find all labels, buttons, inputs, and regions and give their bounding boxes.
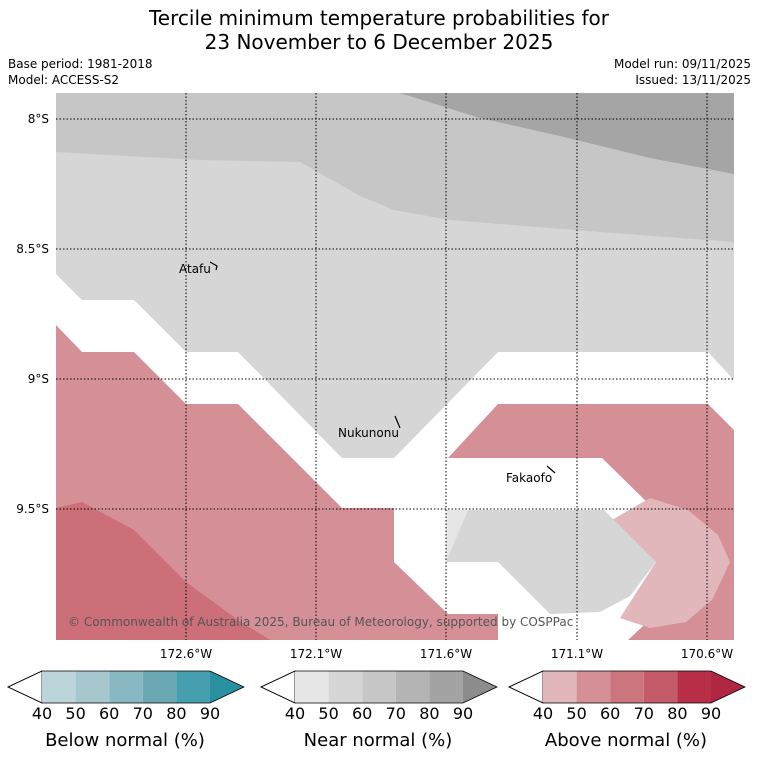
colorbar-segment bbox=[429, 671, 463, 703]
colorbar-outline bbox=[260, 670, 498, 704]
above-normal-region-50 bbox=[56, 325, 498, 640]
fakaofo-island bbox=[546, 465, 556, 474]
colorbar-segment bbox=[295, 671, 329, 703]
colorbar-segment bbox=[576, 671, 611, 703]
lon-label: 172.1°W bbox=[290, 647, 342, 661]
chart-title-line2: 23 November to 6 December 2025 bbox=[204, 30, 554, 54]
colorbar-tick-label: 50 bbox=[318, 704, 339, 723]
colorbar-tick-label: 50 bbox=[566, 704, 587, 723]
colorbar-tick-label: 60 bbox=[352, 704, 373, 723]
lat-label: 9°S bbox=[28, 372, 49, 386]
colorbar-tick-label: 40 bbox=[532, 704, 554, 723]
colorbar-tick-label: 70 bbox=[385, 704, 406, 723]
colorbar-tick-label: 70 bbox=[132, 704, 153, 723]
colorbar-segment bbox=[109, 671, 143, 703]
colorbar-above bbox=[508, 670, 746, 704]
colorbar-max-extension bbox=[711, 671, 745, 703]
above-normal-region-east bbox=[448, 404, 734, 640]
colorbar-tick-label: 50 bbox=[65, 704, 86, 723]
place-label-fakaofo: Fakaofo bbox=[506, 471, 552, 485]
lon-label: 172.6°W bbox=[160, 647, 212, 661]
colorbar-segment bbox=[543, 671, 577, 703]
model-name: Model: ACCESS-S2 bbox=[8, 73, 120, 87]
place-label-nukunonu: Nukunonu bbox=[338, 426, 399, 440]
colorbar-tick-label: 60 bbox=[600, 704, 621, 723]
lon-label: 171.6°W bbox=[420, 647, 472, 661]
colorbar-segment bbox=[643, 671, 678, 703]
colorbar-max-extension bbox=[463, 671, 497, 703]
colorbar-tick-label: 90 bbox=[700, 704, 722, 723]
colorbar-segment bbox=[142, 671, 177, 703]
colorbar-tick-label: 90 bbox=[199, 704, 221, 723]
near-normal-region-south-light bbox=[446, 510, 468, 562]
colorbar-label-near: Near normal (%) bbox=[303, 730, 453, 751]
colorbar-label-below: Below normal (%) bbox=[45, 730, 205, 751]
colorbar-min-extension bbox=[508, 670, 544, 704]
colorbar-outline bbox=[7, 670, 245, 704]
colorbar-tick-label: 90 bbox=[452, 704, 474, 723]
colorbar-segment bbox=[42, 671, 76, 703]
atafu-island bbox=[209, 261, 218, 271]
colorbar-tick-label: 40 bbox=[31, 704, 53, 723]
colorbar-segment bbox=[362, 671, 396, 703]
above-normal-region-60 bbox=[56, 502, 270, 640]
lon-label: 170.6°W bbox=[681, 647, 733, 661]
colorbar-tick-label: 80 bbox=[166, 704, 187, 723]
graticule bbox=[56, 93, 734, 640]
colorbar-segment bbox=[610, 671, 644, 703]
colorbar-outline bbox=[508, 670, 746, 704]
near-normal-region-south bbox=[446, 510, 656, 614]
colorbar-tick-label: 80 bbox=[419, 704, 440, 723]
issued-date: Issued: 13/11/2025 bbox=[635, 73, 751, 87]
colorbar-min-extension bbox=[260, 670, 296, 704]
colorbar-segment bbox=[328, 671, 363, 703]
colorbar-label-above: Above normal (%) bbox=[544, 730, 708, 751]
near-normal-region-60 bbox=[400, 93, 734, 174]
above-normal-region-40 bbox=[612, 498, 730, 628]
colorbar-segment bbox=[677, 671, 711, 703]
colorbar-near bbox=[260, 670, 498, 704]
colorbar-below bbox=[7, 670, 245, 704]
island-outlines bbox=[209, 261, 556, 474]
colorbar-tick-label: 40 bbox=[284, 704, 306, 723]
lat-label: 8°S bbox=[28, 112, 49, 126]
colorbar-segment bbox=[395, 671, 430, 703]
place-label-atafu: Atafu bbox=[179, 262, 211, 276]
colorbar-min-extension bbox=[7, 670, 43, 704]
colorbar-tick-label: 70 bbox=[633, 704, 654, 723]
colorbar-segment bbox=[176, 671, 210, 703]
nukunonu-island bbox=[394, 415, 401, 429]
chart-title-line1: Tercile minimum temperature probabilitie… bbox=[148, 6, 610, 30]
colorbar-max-extension bbox=[210, 671, 244, 703]
lon-label: 171.1°W bbox=[551, 647, 603, 661]
model-run: Model run: 09/11/2025 bbox=[613, 57, 751, 71]
lat-label: 9.5°S bbox=[16, 502, 49, 516]
probability-field bbox=[56, 93, 734, 640]
lat-label: 8.5°S bbox=[16, 242, 49, 256]
base-period: Base period: 1981-2018 bbox=[8, 57, 153, 71]
colorbar-segment bbox=[75, 671, 110, 703]
colorbar-group bbox=[7, 670, 746, 704]
colorbar-tick-label: 80 bbox=[667, 704, 688, 723]
colorbar-tick-label: 60 bbox=[99, 704, 120, 723]
copyright-notice: © Commonwealth of Australia 2025, Bureau… bbox=[68, 615, 573, 629]
